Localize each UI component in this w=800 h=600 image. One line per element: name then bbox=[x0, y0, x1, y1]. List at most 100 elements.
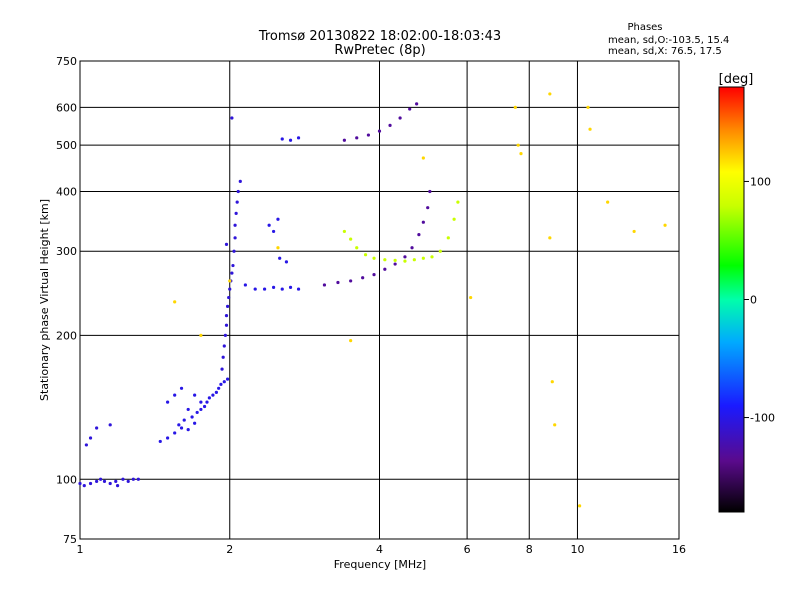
data-point bbox=[519, 152, 523, 156]
phase-stats-title: Phases bbox=[627, 22, 662, 33]
data-point bbox=[336, 280, 340, 285]
data-point bbox=[393, 258, 397, 263]
data-point bbox=[222, 380, 226, 384]
x-tick-label: 2 bbox=[226, 543, 233, 556]
y-tick-label: 750 bbox=[56, 55, 77, 68]
data-point bbox=[469, 295, 473, 300]
data-point bbox=[278, 256, 282, 260]
data-point bbox=[220, 367, 224, 371]
data-point bbox=[383, 267, 387, 271]
data-point bbox=[190, 415, 194, 419]
x-tick-label: 6 bbox=[464, 543, 471, 556]
data-point bbox=[296, 136, 301, 140]
data-point bbox=[221, 355, 225, 359]
data-point bbox=[88, 481, 93, 486]
data-point bbox=[126, 479, 130, 483]
data-point bbox=[516, 143, 520, 147]
data-point bbox=[276, 217, 280, 221]
x-tick-label: 8 bbox=[526, 543, 533, 556]
data-point bbox=[393, 262, 397, 266]
data-point bbox=[578, 504, 582, 508]
data-point bbox=[217, 386, 221, 390]
data-point bbox=[588, 127, 592, 131]
data-point bbox=[225, 377, 230, 381]
data-point bbox=[228, 279, 232, 283]
data-point bbox=[230, 271, 234, 275]
data-point bbox=[428, 189, 432, 194]
data-point bbox=[280, 287, 284, 291]
data-point bbox=[131, 477, 135, 481]
phase-stats-o: mean, sd,O:-103.5, 15.4 bbox=[608, 35, 729, 46]
data-point bbox=[253, 287, 257, 291]
data-point bbox=[231, 263, 235, 268]
data-point bbox=[158, 439, 162, 444]
data-point bbox=[114, 479, 118, 483]
data-point bbox=[199, 407, 203, 412]
data-point bbox=[84, 443, 88, 447]
data-point bbox=[121, 477, 125, 481]
data-point bbox=[550, 380, 554, 384]
data-point bbox=[548, 236, 552, 240]
chart-subtitle: RwPretec (8p) bbox=[334, 43, 425, 58]
data-point bbox=[548, 92, 552, 96]
y-tick-label: 300 bbox=[56, 245, 77, 258]
data-point bbox=[219, 382, 223, 386]
data-point bbox=[225, 304, 230, 308]
data-point bbox=[412, 258, 416, 262]
x-tick-label: 1 bbox=[77, 543, 84, 556]
x-tick-label: 16 bbox=[672, 543, 686, 556]
data-point bbox=[236, 189, 240, 194]
data-point bbox=[165, 436, 170, 440]
data-point bbox=[98, 477, 103, 481]
data-point bbox=[606, 200, 610, 204]
data-point bbox=[227, 295, 231, 300]
data-point bbox=[173, 431, 177, 435]
data-point bbox=[267, 223, 271, 227]
data-points bbox=[78, 92, 667, 508]
data-point bbox=[388, 123, 392, 127]
data-point bbox=[372, 273, 376, 277]
chart-title: Tromsø 20130822 18:02:00-18:03:43 bbox=[258, 29, 501, 44]
data-point bbox=[232, 249, 236, 253]
x-axis-label: Frequency [MHz] bbox=[334, 558, 426, 571]
data-point bbox=[233, 236, 237, 240]
data-point bbox=[222, 344, 226, 348]
data-point bbox=[513, 105, 517, 109]
data-point bbox=[173, 300, 177, 304]
data-point bbox=[355, 246, 359, 250]
data-point bbox=[108, 481, 112, 486]
x-axis-ticks: 1 2 4 6 8 10 16 bbox=[77, 543, 687, 556]
data-point bbox=[186, 407, 190, 412]
data-point bbox=[205, 400, 209, 404]
colorbar bbox=[718, 86, 745, 513]
colorbar-tick-label: 0 bbox=[750, 294, 757, 307]
data-point bbox=[186, 428, 190, 432]
data-point bbox=[228, 287, 232, 291]
y-axis-ticks: 75 100 200 300 400 500 600 750 bbox=[56, 55, 77, 546]
data-point bbox=[421, 220, 425, 224]
data-point bbox=[426, 206, 430, 210]
data-point bbox=[417, 232, 421, 237]
data-point bbox=[377, 129, 382, 133]
y-tick-label: 100 bbox=[56, 473, 77, 486]
data-point bbox=[349, 279, 353, 283]
data-point bbox=[410, 246, 414, 250]
data-point bbox=[224, 323, 229, 327]
data-point bbox=[456, 200, 460, 204]
data-point bbox=[280, 137, 284, 141]
data-point bbox=[355, 136, 359, 140]
y-axis-label: Stationary phase Virtual Height [km] bbox=[38, 199, 51, 401]
y-tick-label: 200 bbox=[56, 329, 77, 342]
data-point bbox=[271, 229, 276, 234]
data-point bbox=[366, 133, 371, 137]
data-point bbox=[195, 410, 199, 415]
y-tick-label: 600 bbox=[56, 101, 77, 114]
data-point bbox=[234, 211, 238, 215]
data-point bbox=[322, 283, 327, 287]
data-point bbox=[95, 426, 99, 430]
data-point bbox=[193, 393, 197, 397]
data-point bbox=[224, 314, 229, 318]
data-point bbox=[202, 404, 207, 409]
data-point bbox=[415, 102, 419, 106]
